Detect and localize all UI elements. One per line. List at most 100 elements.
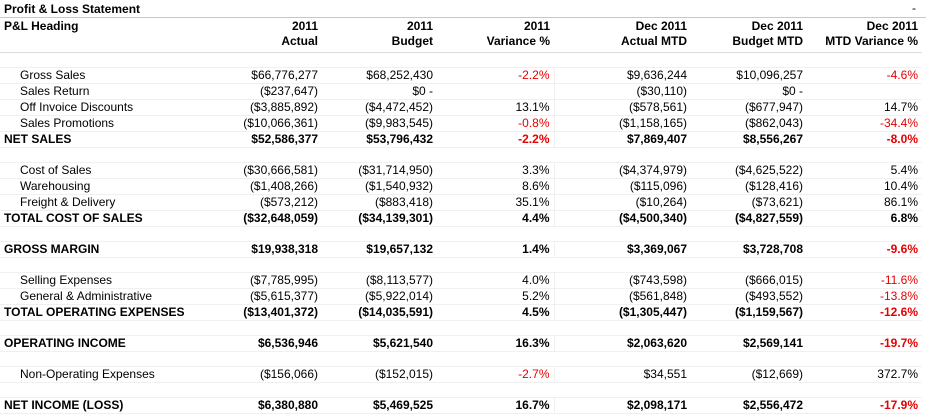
cell-actual-2011: ($573,212) xyxy=(196,194,322,211)
cell-budget-mtd: ($666,015) xyxy=(691,272,807,289)
col-header-2011-budget[interactable]: 2011 Budget xyxy=(391,19,433,48)
spacer-cell xyxy=(437,147,554,163)
table-row: Gross Sales $66,776,277 $68,252,430 -2.2% $9… xyxy=(0,67,922,84)
cell-variance-mtd: 6.8% xyxy=(807,210,922,227)
cell-variance-2011: 5.2% xyxy=(437,288,554,305)
cell-variance-2011: 4.0% xyxy=(437,272,554,289)
cell-variance-mtd xyxy=(807,83,922,100)
spacer-cell xyxy=(0,320,196,336)
spacer-cell xyxy=(437,382,554,398)
spacer-row xyxy=(0,147,922,163)
spacer-cell xyxy=(807,52,922,68)
table-total-row: GROSS MARGIN $19,938,318 $19,657,132 1.4% $3… xyxy=(0,241,922,258)
spacer-cell xyxy=(322,147,437,163)
cell-variance-2011: 3.3% xyxy=(437,162,554,179)
cell-actual-mtd: ($10,264) xyxy=(553,194,691,211)
spacer-cell xyxy=(322,226,437,242)
spacer-cell xyxy=(807,226,922,242)
cell-actual-2011: ($30,666,581) xyxy=(196,162,322,179)
cell-actual-2011: $19,938,318 xyxy=(196,241,322,258)
spacer-cell xyxy=(0,226,196,242)
table-total-row: NET INCOME (LOSS) $6,380,880 $5,469,525 16.… xyxy=(0,397,922,414)
cell-actual-2011: ($237,647) xyxy=(196,83,322,100)
cell-variance-2011: 16.3% xyxy=(437,335,554,352)
table-header-row: P&L Heading 2011 Actual 2011 Budget 2011 Va… xyxy=(0,18,922,52)
cell-variance-mtd: 5.4% xyxy=(807,162,922,179)
row-label: Warehousing xyxy=(0,178,196,195)
cell-actual-2011: $6,380,880 xyxy=(196,397,322,414)
spacer-cell xyxy=(196,52,322,68)
table-row: Sales Return ($237,647) $0 - ($30,110) $0 - xyxy=(0,83,922,100)
cell-actual-2011: $52,586,377 xyxy=(196,131,322,148)
row-label: Freight & Delivery xyxy=(0,194,196,211)
table-row: Freight & Delivery ($573,212) ($883,418) 35… xyxy=(0,194,922,211)
cell-actual-mtd: ($30,110) xyxy=(553,83,691,100)
row-label: TOTAL COST OF SALES xyxy=(0,210,196,227)
col-header-2011-actual[interactable]: 2011 Actual xyxy=(281,19,318,48)
cell-budget-mtd: ($862,043) xyxy=(691,115,807,132)
cell-variance-mtd: 10.4% xyxy=(807,178,922,195)
pl-statement-table: P&L Heading 2011 Actual 2011 Budget 2011 Va… xyxy=(0,18,922,414)
spacer-cell xyxy=(196,320,322,336)
cell-variance-mtd: -12.6% xyxy=(807,304,922,321)
cell-budget-mtd: ($73,621) xyxy=(691,194,807,211)
spacer-cell xyxy=(691,320,807,336)
cell-variance-2011: -2.7% xyxy=(437,366,554,383)
spacer-cell xyxy=(437,351,554,367)
spacer-cell xyxy=(807,382,922,398)
cell-budget-mtd: ($677,947) xyxy=(691,99,807,116)
cell-budget-2011: ($152,015) xyxy=(322,366,437,383)
col-header-dec-actual-mtd[interactable]: Dec 2011 Actual MTD xyxy=(621,19,687,48)
table-row: Cost of Sales ($30,666,581) ($31,714,950) 3… xyxy=(0,162,922,179)
cell-variance-2011: 1.4% xyxy=(437,241,554,258)
row-label: GROSS MARGIN xyxy=(0,241,196,258)
spacer-cell xyxy=(0,382,196,398)
row-label: Sales Promotions xyxy=(0,115,196,132)
spacer-cell xyxy=(554,147,691,163)
spacer-cell xyxy=(322,52,437,68)
cell-budget-2011: $68,252,430 xyxy=(322,67,437,84)
spacer-cell xyxy=(196,382,322,398)
cell-actual-2011: $66,776,277 xyxy=(196,67,322,84)
col-header-dec-budget-mtd[interactable]: Dec 2011 Budget MTD xyxy=(732,19,803,48)
spacer-cell xyxy=(691,226,807,242)
spacer-row xyxy=(0,257,922,273)
spacer-cell xyxy=(0,147,196,163)
cell-variance-mtd: -34.4% xyxy=(807,115,922,132)
minimize-button[interactable]: - xyxy=(912,1,916,15)
table-row: General & Administrative ($5,615,377) ($5,… xyxy=(0,288,922,305)
spacer-cell xyxy=(691,52,807,68)
cell-variance-2011: -2.2% xyxy=(437,131,554,148)
row-label: General & Administrative xyxy=(0,288,196,305)
col-header-dec-mtd-variance[interactable]: Dec 2011 MTD Variance % xyxy=(825,19,918,48)
spacer-row xyxy=(0,320,922,336)
cell-budget-2011: $0 - xyxy=(322,83,437,100)
cell-budget-mtd: $3,728,708 xyxy=(691,241,807,258)
cell-variance-2011: 13.1% xyxy=(437,99,554,116)
cell-actual-mtd: ($1,158,165) xyxy=(553,115,691,132)
cell-actual-mtd: $3,369,067 xyxy=(553,241,691,258)
spacer-cell xyxy=(807,147,922,163)
cell-budget-2011: $5,621,540 xyxy=(322,335,437,352)
cell-budget-2011: ($1,540,932) xyxy=(322,178,437,195)
cell-variance-mtd: -13.8% xyxy=(807,288,922,305)
cell-actual-2011: ($32,648,059) xyxy=(196,210,322,227)
cell-variance-mtd: 86.1% xyxy=(807,194,922,211)
spacer-cell xyxy=(196,351,322,367)
col-header-pl-heading[interactable]: P&L Heading xyxy=(4,19,79,33)
row-label: Selling Expenses xyxy=(0,272,196,289)
cell-budget-mtd: ($12,669) xyxy=(691,366,807,383)
cell-variance-2011: -0.8% xyxy=(437,115,554,132)
table-total-row: NET SALES $52,586,377 $53,796,432 -2.2% $7,8… xyxy=(0,131,922,148)
spacer-row xyxy=(0,351,922,367)
cell-budget-2011: $53,796,432 xyxy=(322,131,437,148)
window-title-bar: Profit & Loss Statement - xyxy=(0,0,926,18)
cell-budget-mtd: $2,569,141 xyxy=(691,335,807,352)
row-label: OPERATING INCOME xyxy=(0,335,196,352)
col-header-2011-variance[interactable]: 2011 Variance % xyxy=(486,19,550,48)
cell-variance-mtd: -19.7% xyxy=(807,335,922,352)
cell-budget-2011: ($31,714,950) xyxy=(322,162,437,179)
spacer-cell xyxy=(437,320,554,336)
spacer-cell xyxy=(196,226,322,242)
spacer-cell xyxy=(554,351,691,367)
